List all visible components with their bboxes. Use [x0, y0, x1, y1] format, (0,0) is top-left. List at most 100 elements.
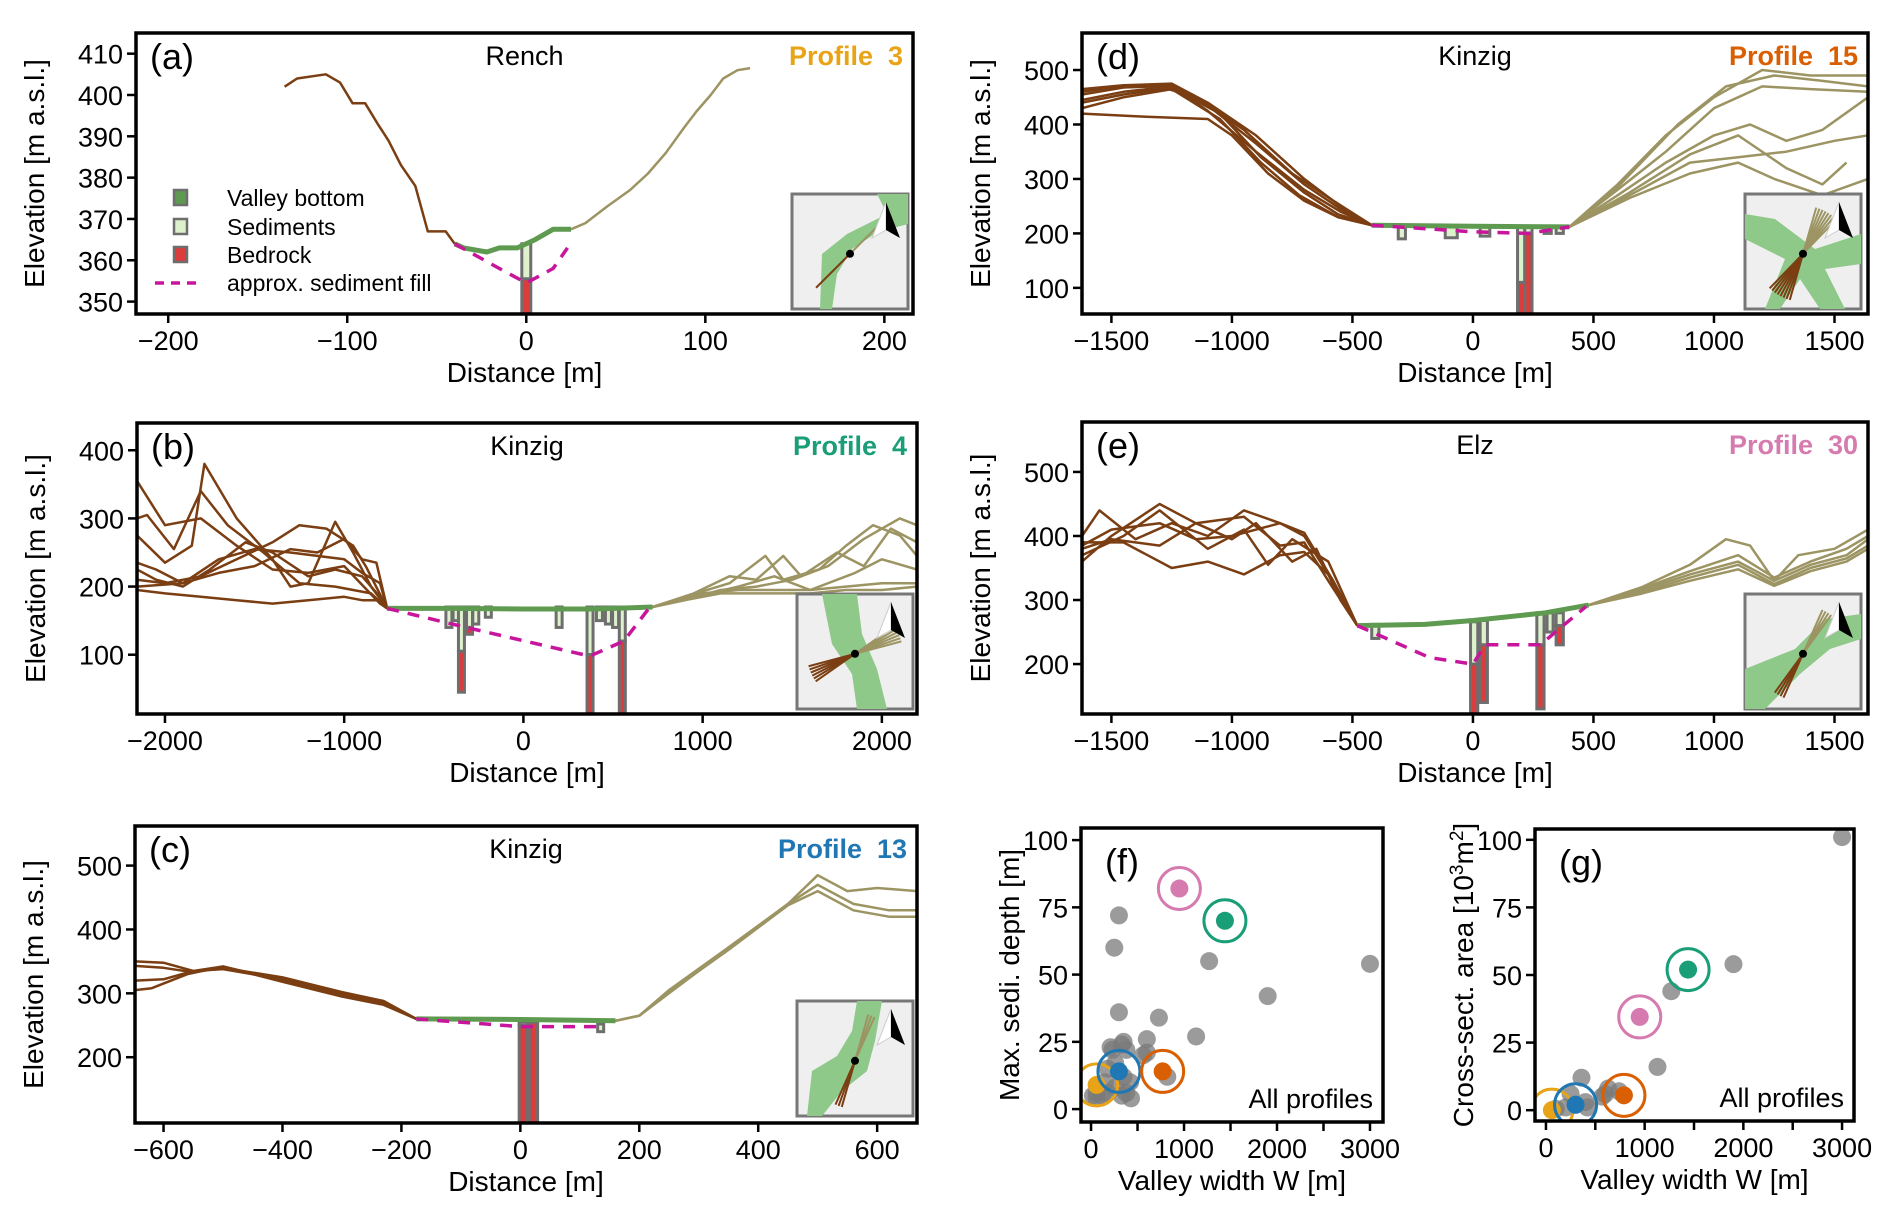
north-arrow-icon [891, 1009, 905, 1045]
y-axis-title: Elevation [m a.s.l.] [19, 59, 50, 288]
borehole-bar [617, 605, 627, 714]
right-slope-line [1568, 96, 1868, 228]
inset-location-dot [851, 649, 859, 658]
x-tick-label: 1000 [1684, 726, 1744, 756]
panel-letter: (f) [1105, 841, 1139, 882]
y-tick-label: 75 [1038, 893, 1068, 923]
y-tick-label: 75 [1492, 893, 1522, 923]
x-tick-label: 0 [1465, 726, 1480, 756]
borehole-bar [596, 1022, 606, 1034]
north-arrow-icon [1839, 602, 1853, 638]
y-tick-label: 200 [79, 573, 124, 603]
left-slope-line [135, 964, 417, 1020]
legend-item: Valley bottom [172, 185, 365, 211]
right-slope-line [615, 889, 917, 1023]
y-axis-title: Elevation [m a.s.l.] [20, 454, 51, 683]
data-point [1724, 955, 1743, 974]
x-tick-label: −100 [317, 326, 378, 356]
profile-label: Profile 3 [789, 41, 903, 71]
y-tick-label: 400 [1024, 522, 1069, 552]
legend-label: Sediments [227, 214, 336, 240]
x-tick-label: 0 [513, 1135, 528, 1165]
highlighted-point-profile-13 [1553, 1082, 1599, 1121]
data-point [1109, 1003, 1128, 1022]
y-tick-label: 400 [78, 81, 123, 111]
sediment-segment [1545, 611, 1555, 634]
sediment-segment [617, 605, 627, 643]
y-tick-label: 390 [78, 122, 123, 152]
panel-g: (g) All profiles 0 1000 2000 3000 0 25 50 75 100 Va… [1447, 823, 1873, 1195]
legend-label: Valley bottom [227, 185, 365, 211]
right-slope-line [652, 558, 917, 609]
legend-swatch [172, 188, 189, 207]
highlight-point [1153, 1062, 1172, 1081]
inset-transect-left [834, 1060, 856, 1106]
inset-location-dot [851, 1056, 859, 1065]
y-tick-label: 200 [1024, 650, 1069, 680]
inset-valley-area [1745, 214, 1861, 309]
highlight-ring [1553, 1082, 1599, 1121]
data-point [1137, 1043, 1156, 1062]
legend-label: approx. sediment fill [227, 270, 432, 296]
data-point [1149, 1008, 1168, 1027]
x-tick-label: 2000 [1247, 1134, 1307, 1164]
borehole-bar [1478, 619, 1489, 704]
x-tick-label: 600 [855, 1135, 900, 1165]
plot-area [1535, 829, 1852, 1121]
left-slope-line [137, 547, 389, 609]
y-axis-title: Elevation [m a.s.l.] [965, 454, 996, 683]
borehole-bar [1545, 611, 1555, 634]
y-axis-title: Cross-sect. area [103m2] [1447, 823, 1480, 1127]
highlight-ring [1665, 947, 1711, 993]
location-inset-map [795, 592, 915, 711]
y-tick-label: 50 [1492, 961, 1522, 991]
data-point [1648, 1057, 1667, 1076]
legend-label: Bedrock [227, 242, 312, 268]
highlighted-point-profile-15 [1601, 1072, 1647, 1118]
highlighted-point-profile-4 [1665, 947, 1711, 993]
sediment-fill-line [1371, 223, 1570, 236]
bedrock-segment [520, 277, 533, 314]
right-slope-line [1568, 134, 1868, 229]
highlight-ring [1140, 1048, 1186, 1094]
all-profiles-label: All profiles [1248, 1084, 1373, 1114]
right-slope-line [1588, 544, 1868, 607]
x-tick-label: −1500 [1073, 326, 1149, 356]
profile-label: Profile 4 [793, 431, 907, 461]
y-tick-label: 100 [79, 641, 124, 671]
x-axis-title: Distance [m] [447, 357, 603, 388]
highlight-ring [1156, 866, 1202, 912]
right-slope-line [1568, 134, 1848, 228]
data-point [1109, 906, 1128, 925]
left-slope-line [137, 489, 389, 610]
x-tick-label: 200 [862, 326, 907, 356]
highlighted-point-profile-15 [1140, 1048, 1186, 1094]
legend-item: approx. sediment fill [155, 270, 432, 296]
inset-location-dot [1799, 249, 1807, 258]
x-tick-label: 0 [516, 726, 531, 756]
panel-frame [1080, 31, 1870, 316]
river-name: Kinzig [490, 431, 564, 461]
y-axis-title-part: 2 [1447, 831, 1468, 842]
y-tick-label: 100 [1477, 826, 1522, 856]
inset-transect-right [854, 640, 902, 655]
panel-letter: (a) [150, 36, 194, 77]
highlight-point [1566, 1095, 1585, 1114]
highlight-point [1630, 1007, 1649, 1026]
panel-frame [134, 31, 915, 316]
x-tick-label: 100 [683, 326, 728, 356]
sediment-segment [596, 1022, 606, 1034]
x-tick-label: 2000 [1713, 1133, 1773, 1163]
river-name: Elz [1456, 430, 1494, 460]
x-tick-label: −500 [1322, 326, 1383, 356]
left-slope-line [1082, 521, 1359, 627]
y-tick-label: 100 [1024, 274, 1069, 304]
x-tick-label: 2000 [852, 726, 912, 756]
all-profiles-label: All profiles [1719, 1083, 1844, 1113]
x-axis-title: Distance [m] [1397, 357, 1553, 388]
y-axis-title-part: Cross-sect. area [10 [1448, 875, 1479, 1127]
highlight-point [1109, 1062, 1128, 1081]
highlight-point [1215, 911, 1234, 930]
data-point [1187, 1027, 1206, 1046]
borehole-bar [1554, 611, 1565, 647]
